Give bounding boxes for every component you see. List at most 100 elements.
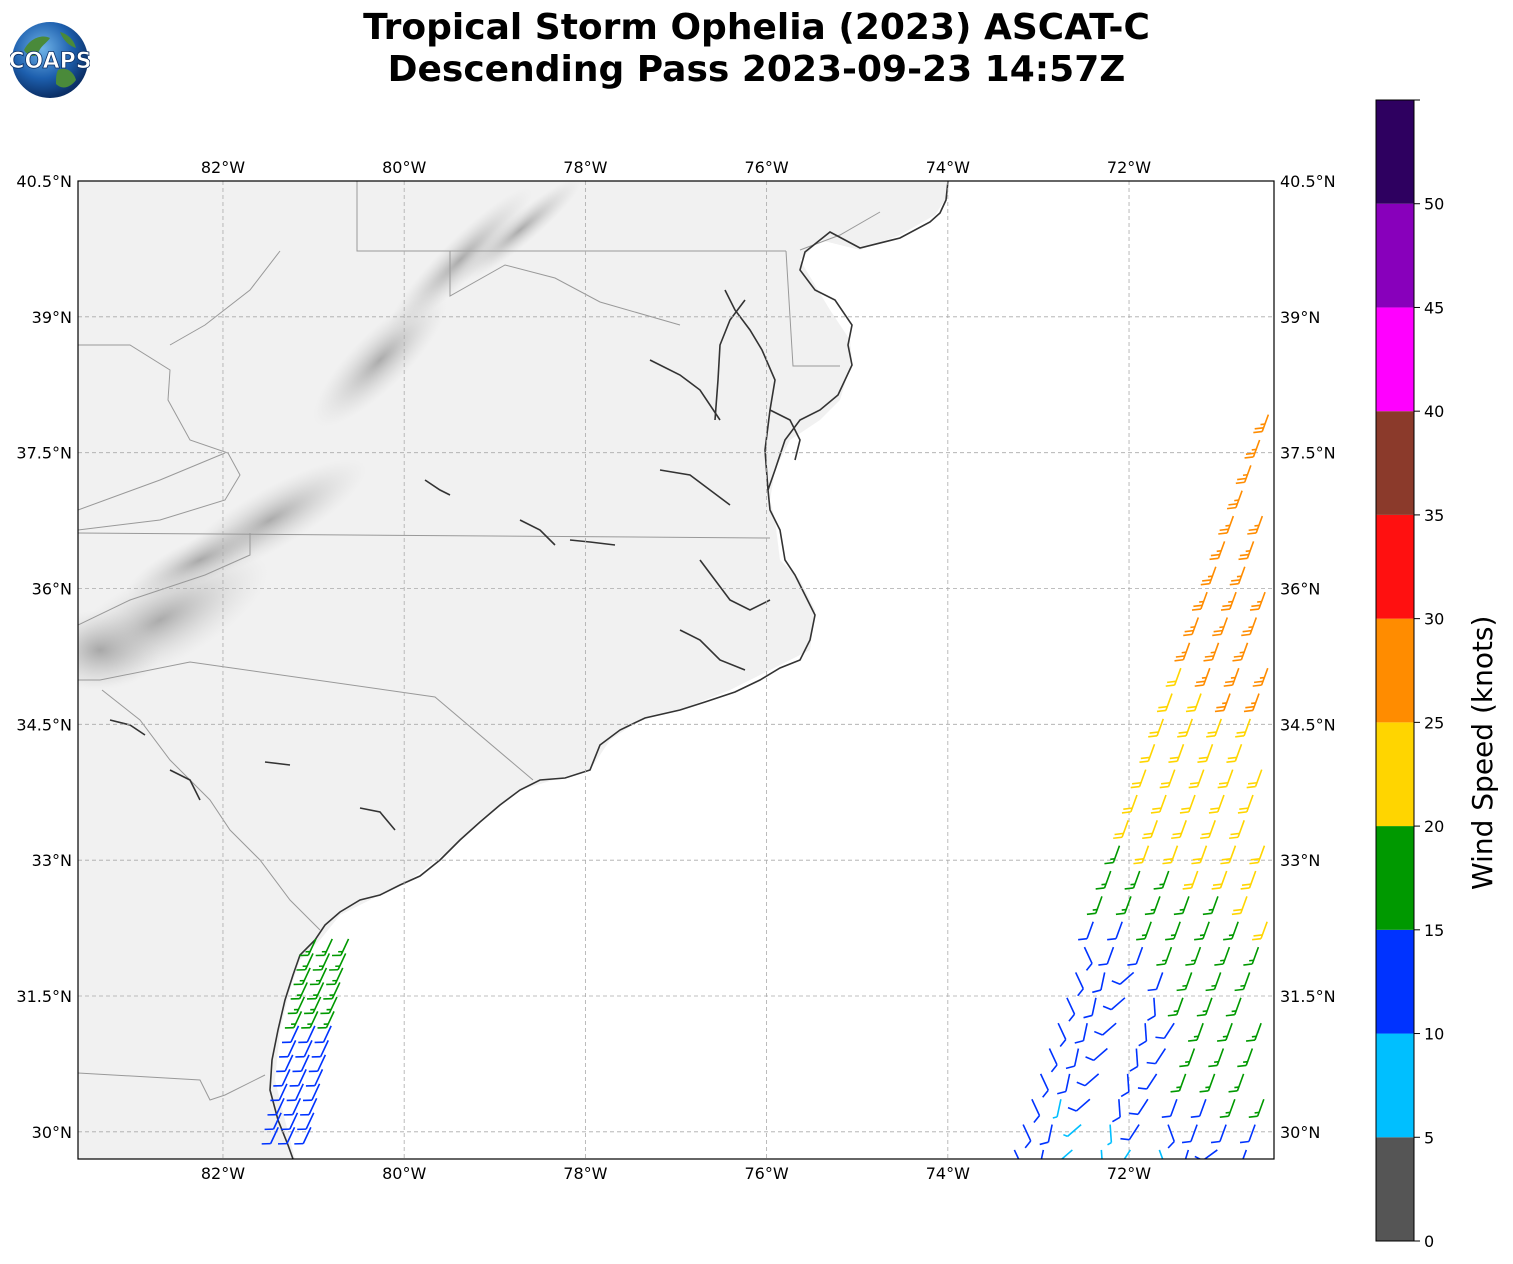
wind-barb — [1067, 1098, 1091, 1112]
wind-barb — [1191, 591, 1208, 611]
wind-barb — [1253, 414, 1270, 434]
wind-barb — [1129, 1098, 1149, 1116]
lat-tick-label-left: 39°N — [32, 308, 72, 327]
wind-barb — [1168, 743, 1185, 763]
wind-barb — [1232, 642, 1249, 662]
wind-barb — [1031, 1098, 1041, 1124]
wind-barb — [312, 953, 331, 971]
wind-barb — [1063, 1123, 1082, 1138]
wind-barb — [1171, 820, 1187, 840]
wind-barb — [1127, 946, 1144, 966]
wind-barb — [299, 938, 317, 957]
wind-barb — [1218, 515, 1235, 535]
wind-barb — [1223, 921, 1239, 941]
wind-barb — [1113, 820, 1129, 840]
wind-barb — [1095, 870, 1112, 890]
lat-tick-label-right: 31.5°N — [1280, 987, 1336, 1006]
wind-barb — [1209, 541, 1226, 561]
axis-ticks: 82°W 82°W 80°W 80°W 78°W 78°W 76°W 76°W 74°W 74°W… — [16, 158, 1335, 1183]
wind-barb — [1119, 1149, 1132, 1159]
wind-barb — [1240, 870, 1257, 890]
map-plot-area — [78, 181, 1274, 1159]
wind-barb — [1153, 870, 1170, 890]
wind-barb — [296, 953, 314, 971]
wind-barb — [1252, 667, 1269, 687]
wind-barb — [1058, 1149, 1073, 1159]
wind-barb — [1237, 794, 1254, 814]
wind-barb — [1190, 1098, 1207, 1118]
wind-barb — [305, 1069, 324, 1087]
wind-barb — [1229, 820, 1245, 840]
lat-tick-label-right: 34.5°N — [1280, 715, 1336, 734]
lat-tick-label-left: 33°N — [32, 851, 72, 870]
wind-barb — [1205, 972, 1222, 992]
lon-tick-label-bottom: 76°W — [745, 1164, 789, 1183]
wind-barb — [1098, 946, 1115, 966]
lon-tick-label-bottom: 72°W — [1107, 1164, 1151, 1183]
lat-tick-label-right: 33°N — [1280, 851, 1320, 870]
wind-barb — [1078, 921, 1094, 941]
wind-barb — [1173, 896, 1190, 916]
wind-barb — [1238, 541, 1255, 561]
wind-barb — [1159, 769, 1176, 789]
wind-barb — [1107, 1124, 1113, 1146]
wind-barb — [270, 1083, 288, 1102]
lon-tick-label-top: 76°W — [745, 158, 789, 177]
wind-barb — [1188, 769, 1205, 789]
wind-barb — [1247, 515, 1264, 535]
wind-barb — [1248, 1098, 1265, 1118]
wind-barb — [1115, 896, 1132, 916]
wind-barb — [1120, 1124, 1140, 1141]
title-line-1: Tropical Storm Ophelia (2023) ASCAT-C — [363, 7, 1150, 48]
wind-barb — [1181, 1124, 1198, 1144]
wind-barb — [1243, 946, 1260, 966]
wind-barb — [273, 1069, 291, 1087]
wind-barb — [1194, 921, 1210, 941]
wind-barb — [1185, 693, 1202, 713]
wind-barb — [1245, 1022, 1262, 1042]
wind-barb — [1074, 972, 1085, 997]
wind-barb — [1155, 1022, 1175, 1040]
lat-tick-label-left: 36°N — [32, 580, 72, 599]
wind-barb — [326, 967, 344, 986]
wind-barb — [1214, 693, 1231, 713]
lat-tick-label-right: 39°N — [1280, 308, 1320, 327]
wind-barb — [320, 996, 338, 1015]
logo-text: COAPS — [10, 49, 90, 74]
wind-barb — [1093, 1022, 1117, 1036]
wind-barb — [1225, 997, 1242, 1017]
wind-barb — [1120, 1073, 1130, 1098]
wind-barb — [1179, 794, 1196, 814]
title-line-2: Descending Pass 2023-09-23 14:57Z — [387, 49, 1126, 90]
wind-barb — [1217, 769, 1234, 789]
wind-barb — [1039, 1073, 1049, 1098]
wind-barb — [1208, 1048, 1225, 1068]
state-borders — [78, 181, 881, 1101]
wind-barb — [264, 1112, 282, 1131]
wind-barb — [1074, 1023, 1088, 1044]
lat-tick-label-right: 36°N — [1280, 580, 1320, 599]
wind-barb — [1150, 794, 1167, 814]
lon-tick-label-top: 78°W — [563, 158, 607, 177]
wind-barb — [1161, 1098, 1178, 1118]
coastline — [109, 181, 949, 1159]
wind-barb — [1202, 896, 1219, 916]
wind-barb — [1142, 820, 1158, 840]
wind-barb — [1121, 794, 1138, 814]
wind-barb — [1092, 972, 1106, 994]
wind-barb — [1176, 972, 1193, 992]
wind-barb — [1165, 921, 1181, 941]
wind-barb — [1220, 845, 1237, 865]
wind-barb — [1246, 769, 1263, 789]
wind-barb — [1146, 1048, 1167, 1065]
wind-barb — [1138, 1023, 1148, 1047]
wind-barb — [1111, 971, 1135, 986]
wind-barb — [1165, 667, 1182, 687]
lat-tick-label-left: 34.5°N — [16, 715, 72, 734]
wind-barb — [1107, 921, 1123, 941]
wind-barb — [1167, 1124, 1176, 1149]
wind-barb — [1249, 845, 1266, 865]
wind-barb — [314, 1025, 332, 1044]
wind-barb — [1162, 845, 1179, 865]
wind-barb — [300, 1097, 318, 1116]
